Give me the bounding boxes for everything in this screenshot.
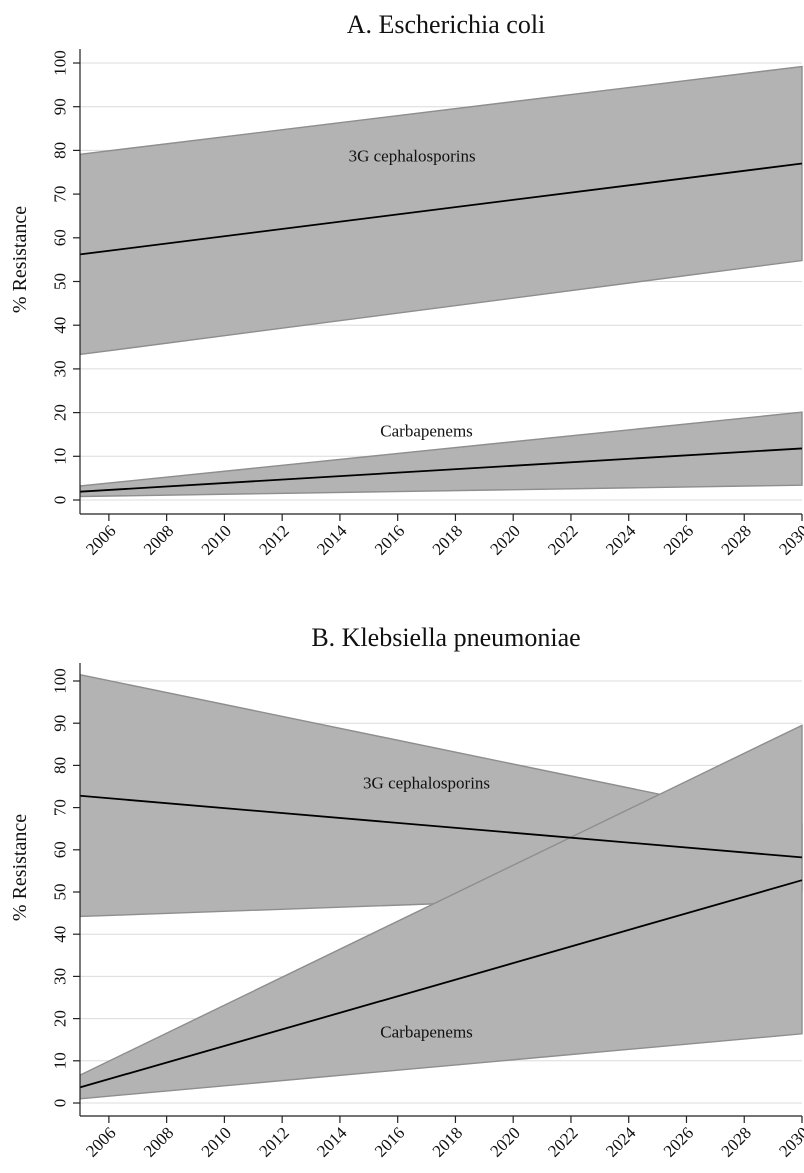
x-tick-label: 2014: [313, 521, 351, 559]
x-tick-label: 2008: [140, 1123, 177, 1160]
y-tick-label: 20: [51, 1010, 70, 1027]
y-tick-label: 90: [51, 98, 70, 115]
y-tick-label: 0: [51, 496, 70, 505]
x-tick-label: 2024: [602, 521, 640, 559]
x-tick-label: 2024: [602, 1123, 640, 1161]
y-axis-label: % Resistance: [9, 814, 31, 921]
y-tick-label: 10: [51, 1052, 70, 1069]
series-label: Carbapenems: [380, 1023, 473, 1042]
y-tick-label: 80: [51, 757, 70, 774]
confidence-band: [80, 65, 803, 356]
y-tick-label: 30: [51, 968, 70, 985]
x-tick-label: 2022: [544, 1123, 581, 1160]
y-tick-label: 90: [51, 715, 70, 732]
confidence-band: [80, 724, 803, 1100]
y-tick-label: 50: [51, 884, 70, 901]
y-tick-label: 30: [51, 360, 70, 377]
x-tick-label: 2026: [660, 1123, 697, 1160]
y-tick-label: 0: [51, 1099, 70, 1108]
x-tick-label: 2028: [717, 1123, 754, 1160]
x-tick-label: 2018: [429, 521, 466, 558]
x-tick-label: 2016: [371, 1123, 408, 1160]
confidence-band: [80, 411, 803, 498]
chart-title: A. Escherichia coli: [347, 10, 546, 39]
x-tick-label: 2016: [371, 521, 408, 558]
x-tick-label: 2010: [198, 1123, 235, 1160]
x-tick-label: 2028: [717, 521, 754, 558]
y-tick-label: 100: [51, 50, 70, 76]
x-tick-label: 2014: [313, 1123, 351, 1161]
chart-panel-1: 3G cephalosporinsCarbapenems010203040506…: [9, 10, 804, 559]
x-tick-label: 2020: [486, 1123, 523, 1160]
chart-title: B. Klebsiella pneumoniae: [311, 623, 580, 652]
x-tick-label: 2012: [255, 1123, 292, 1160]
x-tick-label: 2018: [429, 1123, 466, 1160]
y-tick-label: 70: [51, 799, 70, 816]
y-tick-label: 60: [51, 841, 70, 858]
x-tick-label: 2006: [82, 1123, 119, 1160]
series-label: Carbapenems: [380, 422, 473, 441]
trend-line: [79, 794, 803, 859]
y-tick-label: 20: [51, 404, 70, 421]
y-tick-label: 70: [51, 186, 70, 203]
y-tick-label: 50: [51, 273, 70, 290]
trend-line: [79, 162, 803, 256]
x-tick-label: 2010: [198, 521, 235, 558]
series-label: 3G cephalosporins: [363, 774, 490, 793]
series-label: 3G cephalosporins: [349, 146, 476, 165]
x-tick-label: 2020: [486, 521, 523, 558]
x-tick-label: 2022: [544, 521, 581, 558]
x-tick-label: 2006: [82, 521, 119, 558]
trend-line: [79, 447, 803, 493]
y-tick-label: 100: [51, 668, 70, 694]
chart-panel-2: 3G cephalosporinsCarbapenems010203040506…: [9, 623, 804, 1161]
x-tick-label: 2008: [140, 521, 177, 558]
y-tick-label: 40: [51, 926, 70, 943]
y-tick-label: 60: [51, 229, 70, 246]
x-tick-label: 2030: [775, 521, 804, 558]
x-tick-label: 2012: [255, 521, 292, 558]
x-tick-label: 2026: [660, 521, 697, 558]
trend-line: [79, 879, 803, 1089]
y-tick-label: 40: [51, 317, 70, 334]
y-tick-label: 10: [51, 448, 70, 465]
y-axis-label: % Resistance: [9, 206, 31, 313]
y-tick-label: 80: [51, 142, 70, 159]
x-tick-label: 2030: [775, 1123, 804, 1160]
